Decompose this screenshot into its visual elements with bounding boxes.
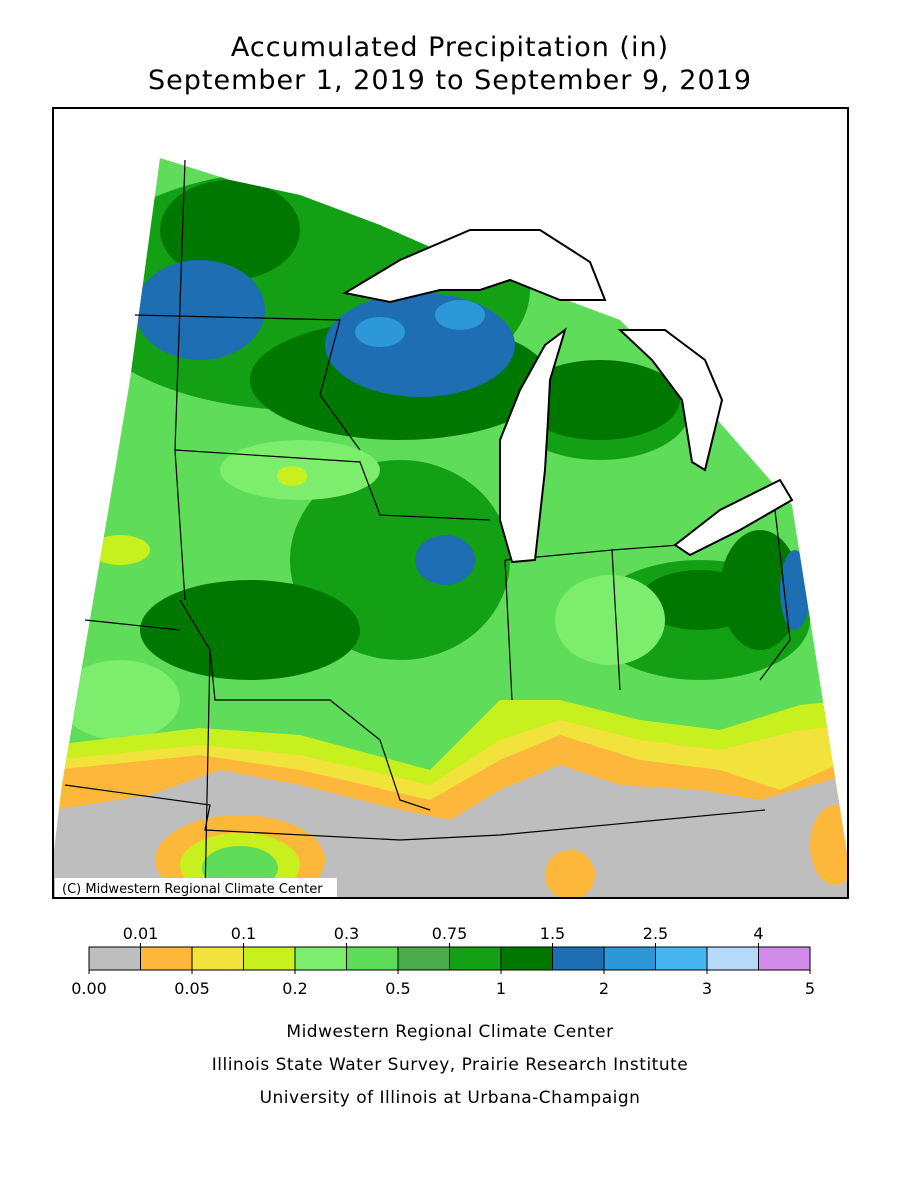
credit-line: University of Illinois at Urbana-Champai… bbox=[260, 1088, 641, 1108]
legend-swatch bbox=[706, 946, 759, 971]
state-border bbox=[174, 449, 491, 521]
field-region bbox=[140, 580, 360, 680]
legend-swatch bbox=[655, 946, 708, 971]
state-border bbox=[759, 509, 791, 681]
legend-swatch bbox=[346, 946, 399, 971]
state-border bbox=[504, 559, 513, 701]
legend-swatch bbox=[294, 946, 347, 971]
legend-label: 0.3 bbox=[334, 924, 359, 943]
state-border bbox=[174, 159, 186, 601]
legend-swatch bbox=[243, 946, 296, 971]
legend-label: 5 bbox=[805, 979, 815, 998]
legend-label: 0.2 bbox=[282, 979, 307, 998]
field-region bbox=[90, 535, 150, 565]
legend-swatch bbox=[603, 946, 656, 971]
legend-swatch bbox=[758, 946, 811, 971]
legend: 0.00 0.01 0.05 0.1 0.2 0.3 0.5 0.75 1 1.5 2 2.5 3 4 5 bbox=[71, 924, 815, 998]
map-frame bbox=[52, 107, 849, 899]
title-line: September 1, 2019 to September 9, 2019 bbox=[148, 65, 752, 96]
legend-swatch bbox=[500, 946, 553, 971]
field-region bbox=[325, 293, 515, 397]
credit-line: Midwestern Regional Climate Center bbox=[286, 1022, 613, 1042]
legend-swatch bbox=[140, 946, 193, 971]
state-border bbox=[134, 314, 361, 451]
credit-line: Illinois State Water Survey, Prairie Res… bbox=[212, 1055, 688, 1075]
field-region bbox=[277, 466, 307, 486]
state-border bbox=[84, 619, 181, 631]
legend-label: 1 bbox=[496, 979, 506, 998]
field-region bbox=[355, 317, 405, 347]
legend-label: 4 bbox=[753, 924, 763, 943]
legend-swatch bbox=[88, 946, 141, 971]
legend-label: 0.5 bbox=[385, 979, 410, 998]
boundaries bbox=[64, 159, 791, 899]
field-region bbox=[520, 360, 680, 440]
lakes bbox=[342, 229, 794, 564]
legend-label: 0.75 bbox=[432, 924, 468, 943]
legend-swatch bbox=[397, 946, 450, 971]
legend-label: 2 bbox=[599, 979, 609, 998]
lake-michigan bbox=[499, 327, 567, 564]
legend-label: 1.5 bbox=[540, 924, 565, 943]
field-region bbox=[810, 805, 848, 885]
legend-label: 0.05 bbox=[174, 979, 210, 998]
copyright-box bbox=[55, 878, 337, 897]
legend-swatch bbox=[552, 946, 605, 971]
lake-superior bbox=[342, 229, 607, 304]
field-region bbox=[415, 535, 475, 585]
lake-erie bbox=[673, 478, 794, 557]
legend-swatch bbox=[449, 946, 502, 971]
legend-label: 3 bbox=[702, 979, 712, 998]
legend-swatch bbox=[191, 946, 244, 971]
legend-label: 0.00 bbox=[71, 979, 107, 998]
field-region bbox=[555, 575, 665, 665]
state-border bbox=[611, 544, 681, 551]
field-region bbox=[545, 850, 595, 898]
copyright: (C) Midwestern Regional Climate Center bbox=[62, 882, 323, 897]
lake-huron bbox=[617, 329, 724, 472]
field-region bbox=[435, 300, 485, 330]
title-line: Accumulated Precipitation (in) bbox=[231, 32, 669, 63]
state-border bbox=[64, 784, 766, 841]
legend-label: 2.5 bbox=[643, 924, 668, 943]
field-region bbox=[160, 180, 300, 280]
legend-label: 0.1 bbox=[231, 924, 256, 943]
legend-label: 0.01 bbox=[123, 924, 159, 943]
field-region bbox=[135, 260, 265, 360]
state-border bbox=[204, 649, 211, 899]
field-region bbox=[720, 530, 800, 650]
field-region bbox=[60, 660, 180, 740]
